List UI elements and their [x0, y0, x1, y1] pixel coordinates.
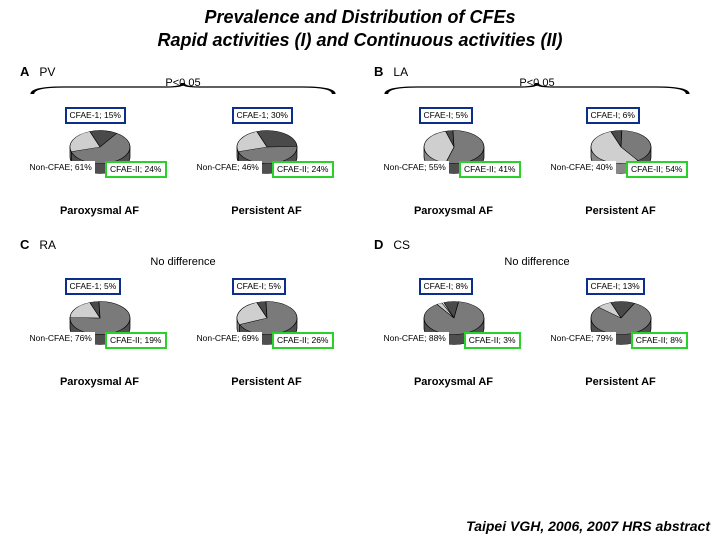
panel-A: A PV P<0.05 CFAE-1; 15% CFAE-II; 24% Non… — [16, 60, 350, 223]
panel-region: PV — [39, 65, 55, 79]
panel-D: D CS No difference CFAE-I; 8% CFAE-II; 3… — [370, 233, 704, 394]
group-label: Paroxysmal AF — [414, 205, 493, 217]
label-cfae-i: CFAE-I; 8% — [419, 278, 473, 295]
label-non-cfae: Non-CFAE; 46% — [194, 161, 262, 174]
panel-C: C RA No difference CFAE-1; 5% CFAE-II; 1… — [16, 233, 350, 394]
label-non-cfae-top — [686, 278, 692, 282]
pie-wrap: CFAE-I; 13% CFAE-II; 8% Non-CFAE; 79% — [546, 274, 696, 374]
group-label: Persistent AF — [585, 376, 656, 388]
brace-icon — [26, 82, 340, 96]
pie-row: CFAE-I; 5% CFAE-II; 41% Non-CFAE; 55% Pa… — [374, 103, 700, 217]
pie-wrap: CFAE-I; 5% CFAE-II; 41% Non-CFAE; 55% — [379, 103, 529, 203]
pie-row: CFAE-1; 5% CFAE-II; 19% Non-CFAE; 76% Pa… — [20, 274, 346, 388]
label-non-cfae-top — [165, 107, 171, 111]
label-non-cfae: Non-CFAE; 76% — [27, 332, 95, 345]
pie-column: CFAE-I; 6% CFAE-II; 54% Non-CFAE; 40% Pe… — [541, 103, 700, 217]
pie-row: CFAE-I; 8% CFAE-II; 3% Non-CFAE; 88% Par… — [374, 274, 700, 388]
row-top: A PV P<0.05 CFAE-1; 15% CFAE-II; 24% Non… — [16, 60, 704, 223]
label-cfae-ii: CFAE-II; 54% — [626, 161, 688, 178]
pie-column: CFAE-1; 5% CFAE-II; 19% Non-CFAE; 76% Pa… — [20, 274, 179, 388]
pie-wrap: CFAE-I; 6% CFAE-II; 54% Non-CFAE; 40% — [546, 103, 696, 203]
panel-letter: A — [20, 64, 29, 79]
label-non-cfae-top — [519, 278, 525, 282]
pie-wrap: CFAE-1; 30% CFAE-II; 24% Non-CFAE; 46% — [192, 103, 342, 203]
pie-wrap: CFAE-1; 15% CFAE-II; 24% Non-CFAE; 61% — [25, 103, 175, 203]
panel-letter: D — [374, 237, 383, 252]
label-cfae-i: CFAE-1; 15% — [65, 107, 127, 124]
label-cfae-ii: CFAE-II; 19% — [105, 332, 167, 349]
label-non-cfae: Non-CFAE; 40% — [548, 161, 616, 174]
label-non-cfae: Non-CFAE; 55% — [381, 161, 449, 174]
label-non-cfae-top — [332, 107, 338, 111]
panel-header: D CS — [374, 237, 700, 252]
group-label: Paroxysmal AF — [60, 376, 139, 388]
pie-column: CFAE-I; 8% CFAE-II; 3% Non-CFAE; 88% Par… — [374, 274, 533, 388]
label-cfae-i: CFAE-1; 5% — [65, 278, 122, 295]
group-label: Persistent AF — [585, 205, 656, 217]
brace-icon — [380, 82, 694, 96]
label-cfae-ii: CFAE-II; 24% — [105, 161, 167, 178]
title-line-1: Prevalence and Distribution of CFEs — [0, 6, 720, 29]
group-label: Paroxysmal AF — [414, 376, 493, 388]
label-non-cfae-top — [686, 107, 692, 111]
stat-text: No difference — [374, 256, 700, 268]
panel-header: C RA — [20, 237, 346, 252]
footer-citation: Taipei VGH, 2006, 2007 HRS abstract — [466, 518, 710, 534]
pie-column: CFAE-I; 5% CFAE-II; 41% Non-CFAE; 55% Pa… — [374, 103, 533, 217]
label-cfae-ii: CFAE-II; 8% — [631, 332, 688, 349]
group-label: Paroxysmal AF — [60, 205, 139, 217]
pie-column: CFAE-I; 13% CFAE-II; 8% Non-CFAE; 79% Pe… — [541, 274, 700, 388]
stat-text: No difference — [20, 256, 346, 268]
pie-column: CFAE-1; 15% CFAE-II; 24% Non-CFAE; 61% P… — [20, 103, 179, 217]
group-label: Persistent AF — [231, 205, 302, 217]
label-cfae-i: CFAE-I; 5% — [419, 107, 473, 124]
group-label: Persistent AF — [231, 376, 302, 388]
panel-letter: C — [20, 237, 29, 252]
pie-wrap: CFAE-I; 8% CFAE-II; 3% Non-CFAE; 88% — [379, 274, 529, 374]
panel-region: LA — [393, 65, 408, 79]
label-cfae-ii: CFAE-II; 3% — [464, 332, 521, 349]
label-non-cfae: Non-CFAE; 61% — [27, 161, 95, 174]
label-non-cfae-top — [519, 107, 525, 111]
label-cfae-ii: CFAE-II; 26% — [272, 332, 334, 349]
pie-row: CFAE-1; 15% CFAE-II; 24% Non-CFAE; 61% P… — [20, 103, 346, 217]
label-cfae-i: CFAE-I; 13% — [586, 278, 645, 295]
label-cfae-ii: CFAE-II; 24% — [272, 161, 334, 178]
label-cfae-i: CFAE-I; 5% — [232, 278, 286, 295]
label-cfae-ii: CFAE-II; 41% — [459, 161, 521, 178]
label-non-cfae: Non-CFAE; 69% — [194, 332, 262, 345]
slide-title: Prevalence and Distribution of CFEs Rapi… — [0, 0, 720, 51]
label-cfae-i: CFAE-I; 6% — [586, 107, 640, 124]
figure-grid: A PV P<0.05 CFAE-1; 15% CFAE-II; 24% Non… — [16, 60, 704, 404]
panel-B: B LA P<0.05 CFAE-I; 5% CFAE-II; 41% Non-… — [370, 60, 704, 223]
label-non-cfae: Non-CFAE; 88% — [381, 332, 449, 345]
title-line-2: Rapid activities (I) and Continuous acti… — [0, 29, 720, 52]
stat-brace — [26, 82, 340, 94]
label-cfae-i: CFAE-1; 30% — [232, 107, 294, 124]
label-non-cfae-top — [332, 278, 338, 282]
pie-column: CFAE-I; 5% CFAE-II; 26% Non-CFAE; 69% Pe… — [187, 274, 346, 388]
panel-region: RA — [39, 238, 56, 252]
label-non-cfae-top — [165, 278, 171, 282]
row-bottom: C RA No difference CFAE-1; 5% CFAE-II; 1… — [16, 233, 704, 394]
panel-region: CS — [393, 238, 410, 252]
label-non-cfae: Non-CFAE; 79% — [548, 332, 616, 345]
panel-letter: B — [374, 64, 383, 79]
stat-brace — [380, 82, 694, 94]
pie-wrap: CFAE-1; 5% CFAE-II; 19% Non-CFAE; 76% — [25, 274, 175, 374]
pie-column: CFAE-1; 30% CFAE-II; 24% Non-CFAE; 46% P… — [187, 103, 346, 217]
pie-wrap: CFAE-I; 5% CFAE-II; 26% Non-CFAE; 69% — [192, 274, 342, 374]
